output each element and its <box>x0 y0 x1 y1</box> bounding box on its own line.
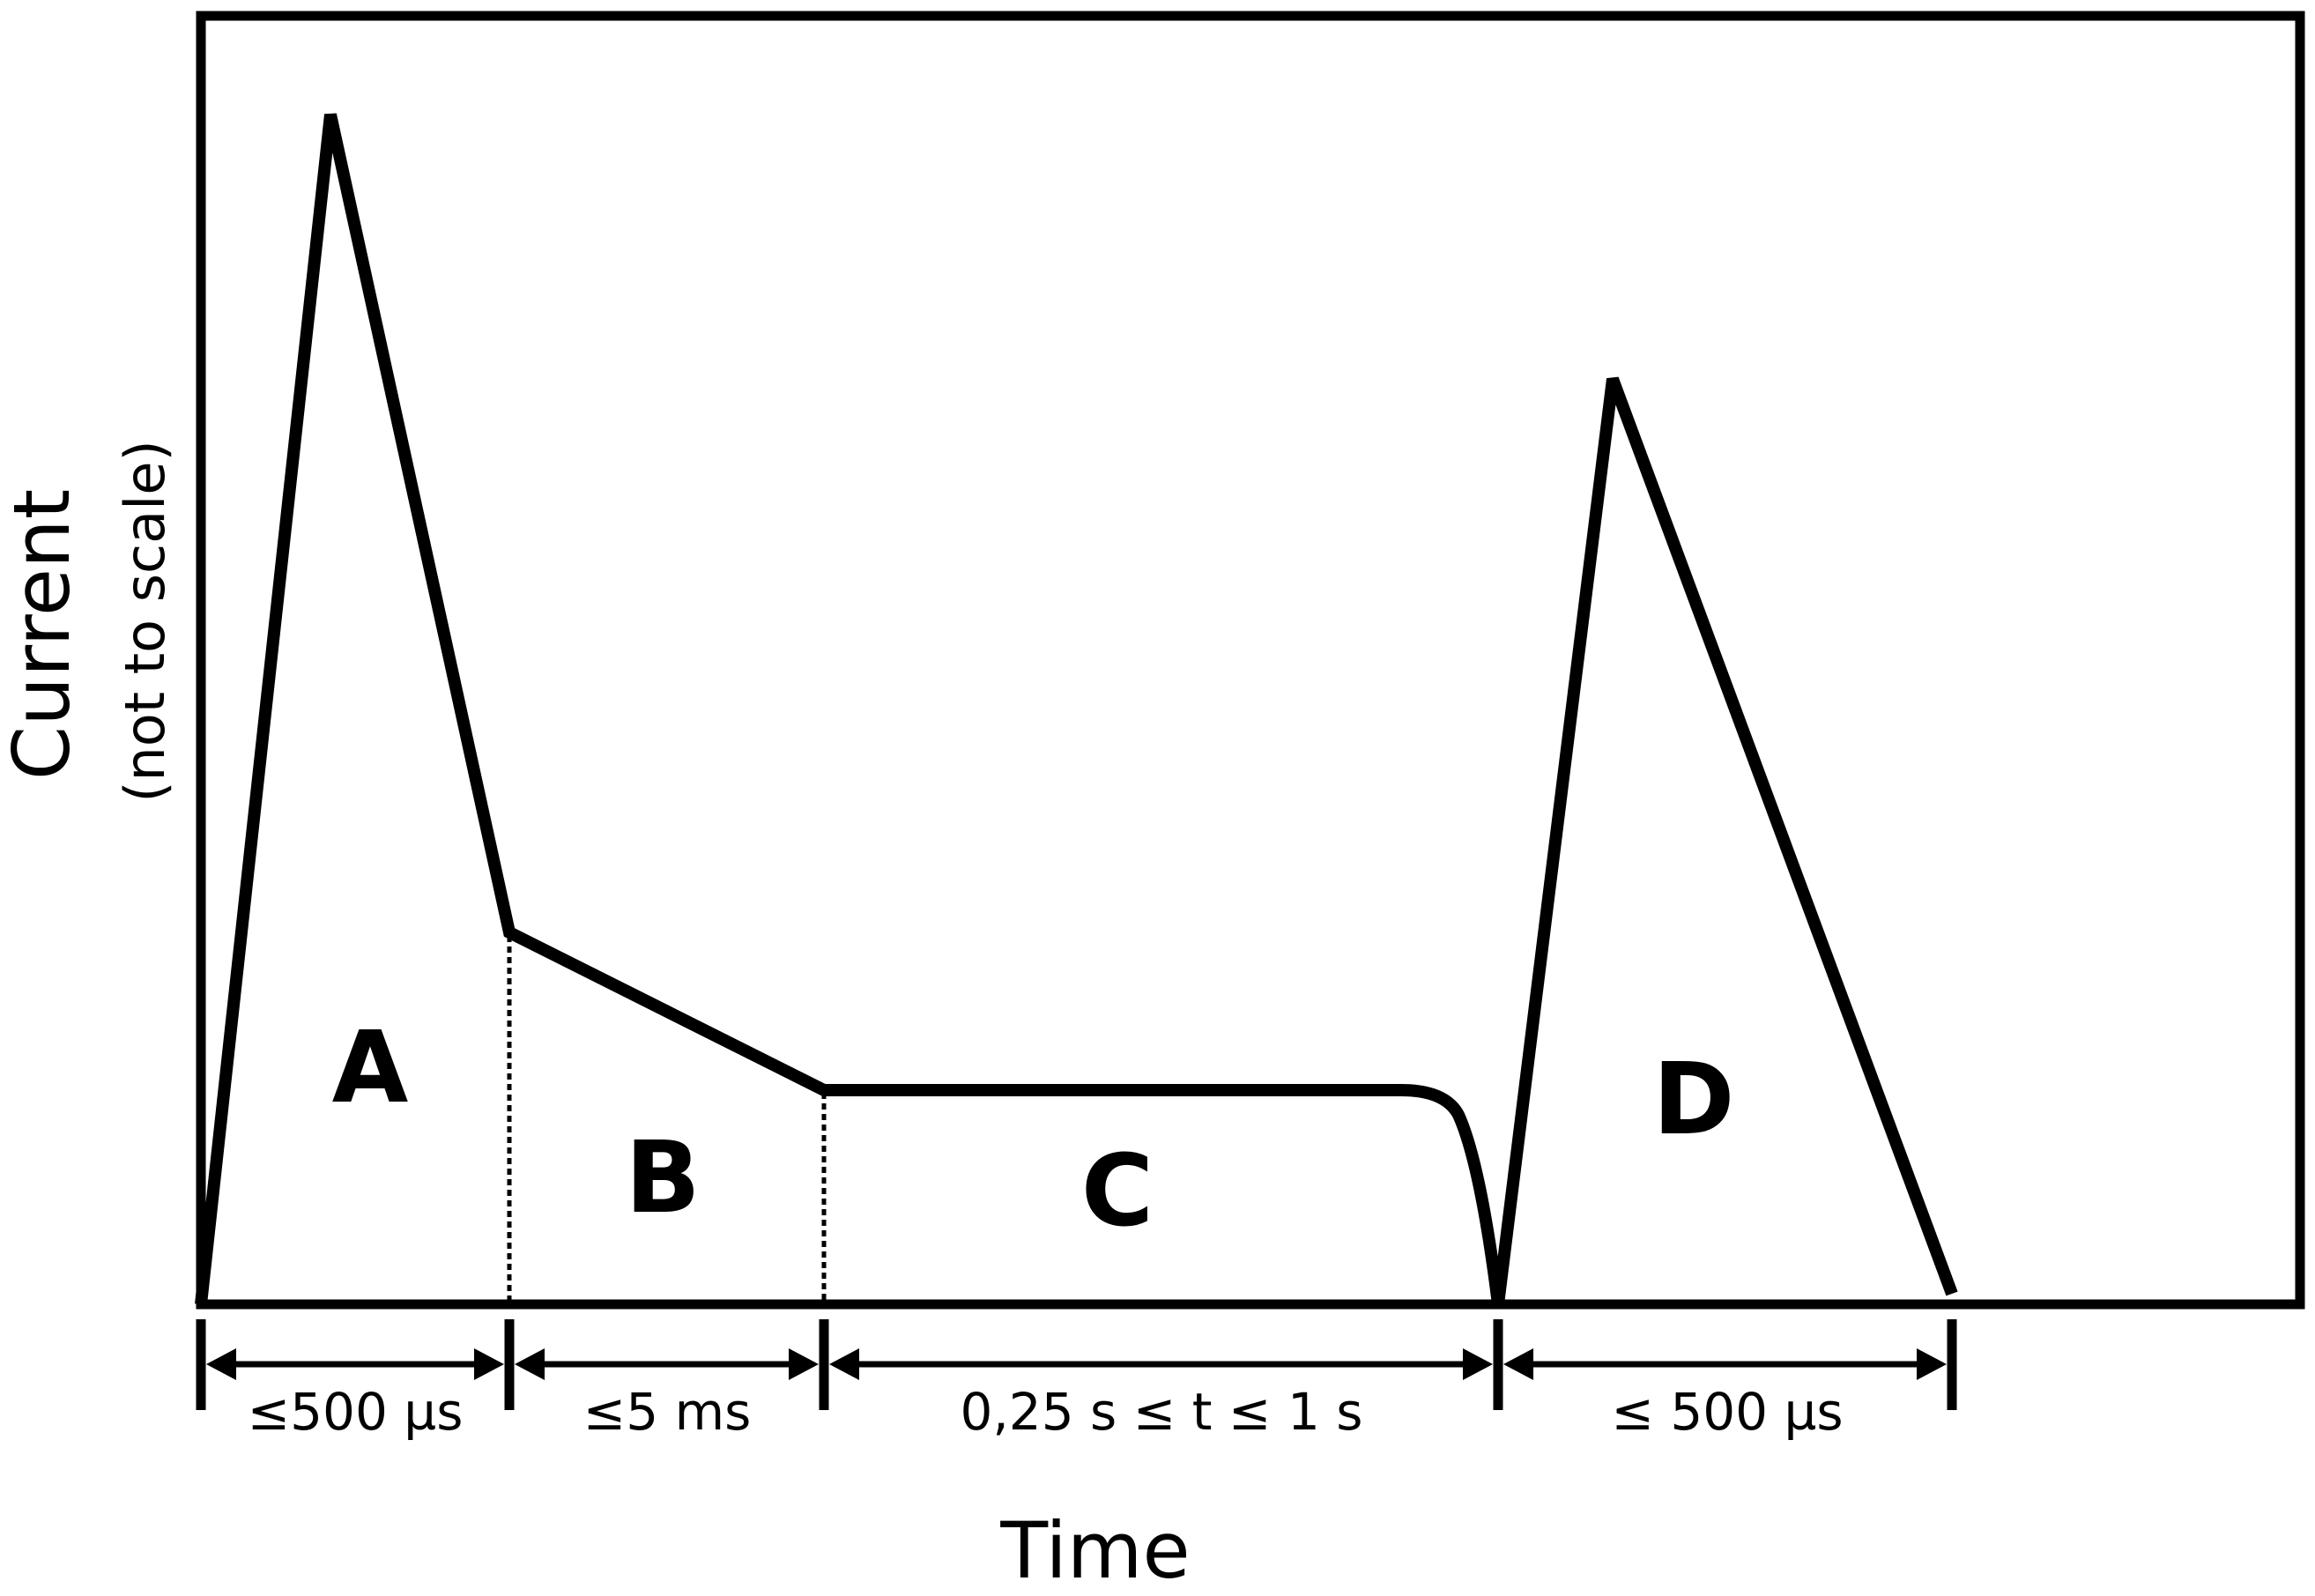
region-label-d: D <box>1653 1043 1735 1157</box>
region-label-a: A <box>332 1011 409 1125</box>
dimension-arrow-a <box>206 1348 504 1380</box>
region-label-b: B <box>625 1121 700 1236</box>
duration-label-b: ≤5 ms <box>583 1382 752 1442</box>
x-axis-title: Time <box>999 1505 1190 1596</box>
dimension-ticks <box>196 1319 1957 1410</box>
y-axis-note: (not to scale) <box>113 440 177 802</box>
dimension-arrow-d <box>1503 1348 1947 1380</box>
dimension-arrow-c <box>829 1348 1493 1380</box>
current-waveform <box>195 113 1958 1305</box>
plot-frame <box>196 11 2305 1310</box>
y-axis-title: Current <box>0 489 87 781</box>
dimension-arrow-b <box>515 1348 819 1380</box>
region-label-c: C <box>1081 1134 1154 1249</box>
duration-label-c: 0,25 s ≤ t ≤ 1 s <box>960 1382 1362 1442</box>
duration-label-d: ≤ 500 µs <box>1611 1382 1843 1442</box>
duration-label-a: ≤500 µs <box>248 1382 464 1442</box>
